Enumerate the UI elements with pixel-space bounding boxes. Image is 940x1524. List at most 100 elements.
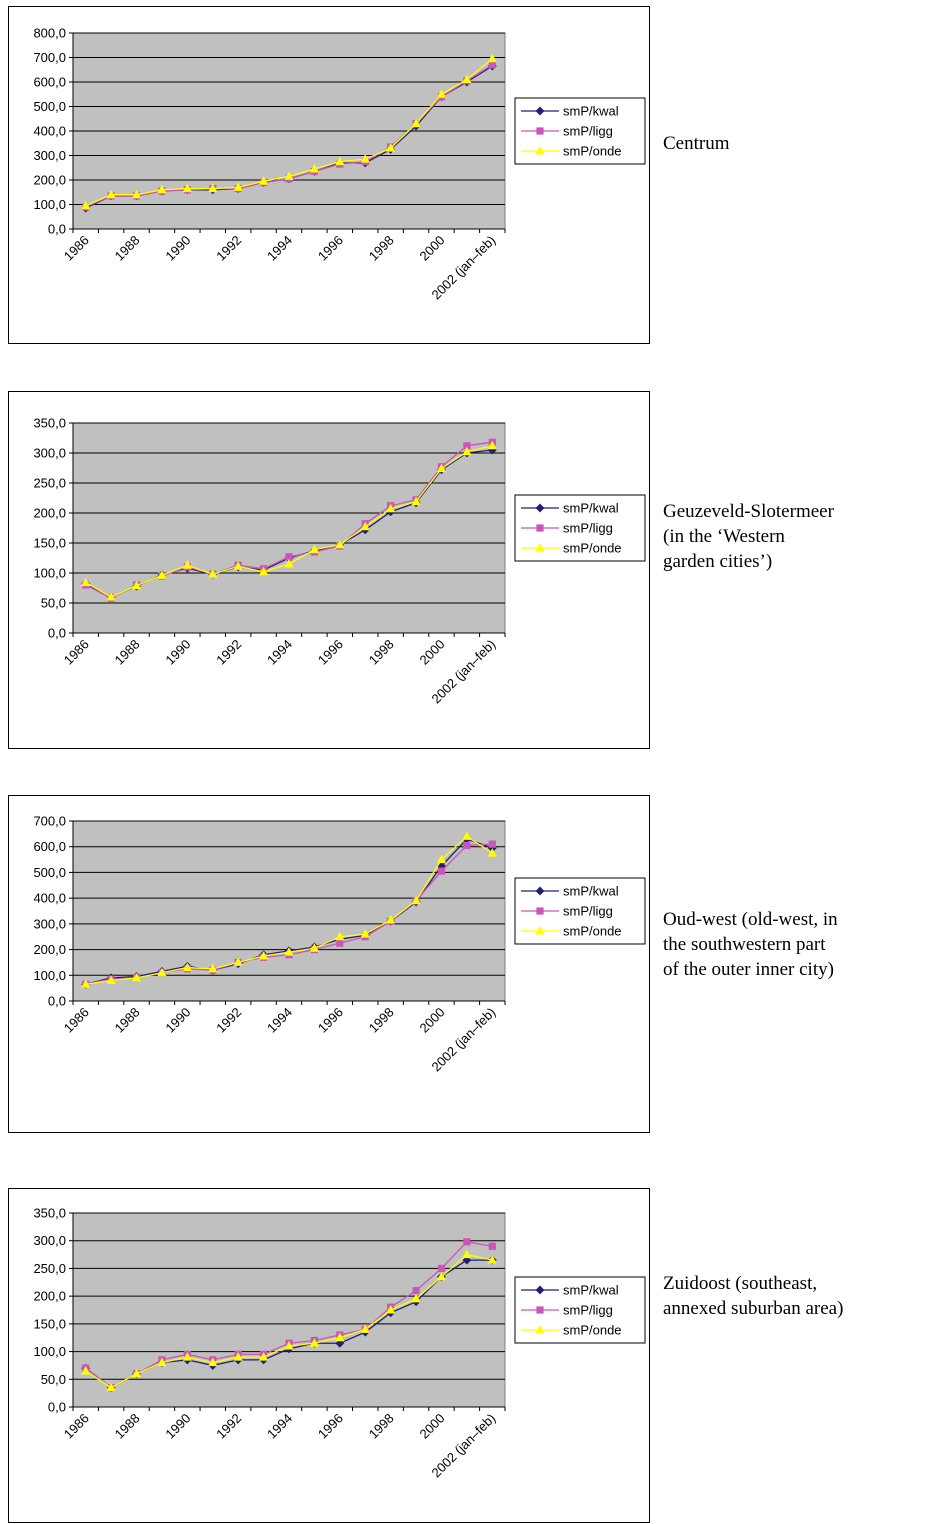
y-tick-label: 0,0: [48, 222, 66, 237]
data-point: [284, 947, 294, 956]
x-tick-label: 2000: [417, 1411, 448, 1442]
x-tick-label: 1996: [315, 1005, 346, 1036]
data-point: [487, 440, 497, 450]
legend-label: smP/onde: [563, 144, 622, 159]
legend-marker: [536, 907, 544, 915]
y-tick-label: 600,0: [33, 75, 66, 90]
plot-area: [72, 422, 506, 634]
data-point: [487, 848, 497, 857]
data-point: [386, 143, 396, 152]
legend-label: smP/kwal: [563, 884, 619, 899]
legend: smP/kwal smP/ligg smP/onde: [514, 877, 646, 945]
legend-marker: [535, 926, 545, 935]
x-tick-label: 1996: [315, 1411, 346, 1442]
chart-panel-4: 0,0 50,0 100,0 150,0 200,0 250,0 300,0 350,0 198…: [0, 1183, 940, 1523]
x-tick-label: 1994: [264, 637, 295, 668]
data-point: [436, 89, 447, 98]
caption-line: Oud-west (old-west, in: [663, 909, 838, 930]
data-point: [309, 1338, 320, 1347]
data-point: [233, 957, 243, 966]
data-point: [258, 951, 269, 960]
y-tick-label: 200,0: [33, 173, 66, 188]
legend-marker: [535, 146, 545, 155]
data-point: [131, 972, 142, 982]
legend-label: smP/onde: [563, 924, 622, 939]
y-tick-label: 0,0: [48, 1400, 66, 1415]
legend-label: smP/kwal: [563, 104, 619, 119]
data-point: [336, 939, 344, 947]
data-point: [157, 1357, 167, 1367]
data-point: [208, 963, 218, 973]
x-tick-label: 1998: [366, 1411, 397, 1442]
legend: smP/kwal smP/ligg smP/onde: [514, 97, 646, 165]
data-point: [208, 569, 218, 578]
legend-label: smP/ligg: [563, 124, 613, 139]
x-tick-label: 1996: [315, 637, 346, 668]
x-tick-label: 1986: [61, 1411, 92, 1442]
data-point: [208, 1357, 218, 1367]
y-tick-label: 700,0: [33, 50, 66, 65]
y-tick-label: 800,0: [33, 26, 66, 41]
data-point: [462, 446, 472, 456]
x-tick-label: 1994: [264, 233, 295, 264]
y-tick-label: 250,0: [33, 1261, 66, 1276]
chart-caption: Oud-west (old-west, in the southwestern …: [663, 907, 838, 982]
y-tick-label: 100,0: [33, 197, 66, 212]
legend-marker: [535, 543, 545, 552]
data-point: [411, 496, 421, 506]
line-chart-geuzeveld: 0,0 50,0 100,0 150,0 200,0 250,0 300,0 350,0 198…: [33, 416, 646, 706]
chart-panel-3: 0,0 100,0 200,0 300,0 400,0 500,0 600,0 700,0 19…: [0, 790, 940, 1140]
y-tick-label: 300,0: [33, 446, 66, 461]
legend: smP/kwal smP/ligg smP/onde: [514, 1276, 646, 1344]
series-smponde: [81, 440, 497, 601]
legend: smP/kwal smP/ligg smP/onde: [514, 494, 646, 562]
x-tick-label: 1988: [112, 1005, 143, 1036]
data-point: [437, 1264, 446, 1273]
data-point: [157, 570, 167, 579]
chart-panel-1: 0,0 100,0 200,0 300,0 400,0 500,0 600,0 700,0 80…: [0, 0, 940, 350]
legend-label: smP/onde: [563, 1323, 622, 1338]
y-tick-label: 150,0: [33, 1316, 66, 1331]
y-tick-label: 400,0: [33, 124, 66, 139]
data-point: [182, 1352, 192, 1361]
y-tick-label: 200,0: [33, 942, 66, 957]
data-point: [487, 53, 497, 63]
y-tick-label: 350,0: [33, 1206, 66, 1221]
data-point: [463, 442, 471, 450]
data-point: [258, 1352, 269, 1361]
data-point: [157, 967, 167, 977]
data-point: [131, 580, 142, 590]
data-point: [335, 931, 345, 941]
x-tick-label: 1992: [213, 233, 244, 264]
caption-line: of the outer inner city): [663, 959, 834, 980]
caption-line: Centrum: [663, 133, 730, 154]
x-tick-label: 1998: [366, 1005, 397, 1036]
chart-caption: Geuzeveld-Slotermeer (in the ‘Western ga…: [663, 499, 834, 574]
data-point: [233, 1352, 243, 1361]
data-point: [157, 184, 167, 194]
data-point: [411, 895, 421, 905]
x-tick-label: 1988: [112, 637, 143, 668]
plot-area: [72, 820, 506, 1002]
y-tick-label: 100,0: [33, 968, 66, 983]
data-point: [360, 929, 370, 938]
data-point: [360, 1324, 370, 1333]
data-point: [412, 1287, 420, 1295]
y-tick-label: 400,0: [33, 891, 66, 906]
legend-label: smP/onde: [563, 541, 622, 556]
legend-marker: [535, 1325, 545, 1334]
data-point: [131, 189, 142, 199]
y-tick-label: 200,0: [33, 1289, 66, 1304]
y-tick-label: 250,0: [33, 476, 66, 491]
x-tick-label: 1986: [61, 1005, 92, 1036]
data-point: [462, 1255, 472, 1265]
data-point: [309, 544, 320, 554]
legend-marker: [536, 127, 544, 135]
data-point: [463, 1238, 471, 1246]
data-point: [411, 1293, 421, 1303]
legend-label: smP/kwal: [563, 501, 619, 516]
x-tick-label: 2000: [417, 233, 448, 264]
data-point: [488, 840, 496, 848]
legend-marker: [535, 106, 545, 116]
data-point: [386, 1305, 396, 1314]
